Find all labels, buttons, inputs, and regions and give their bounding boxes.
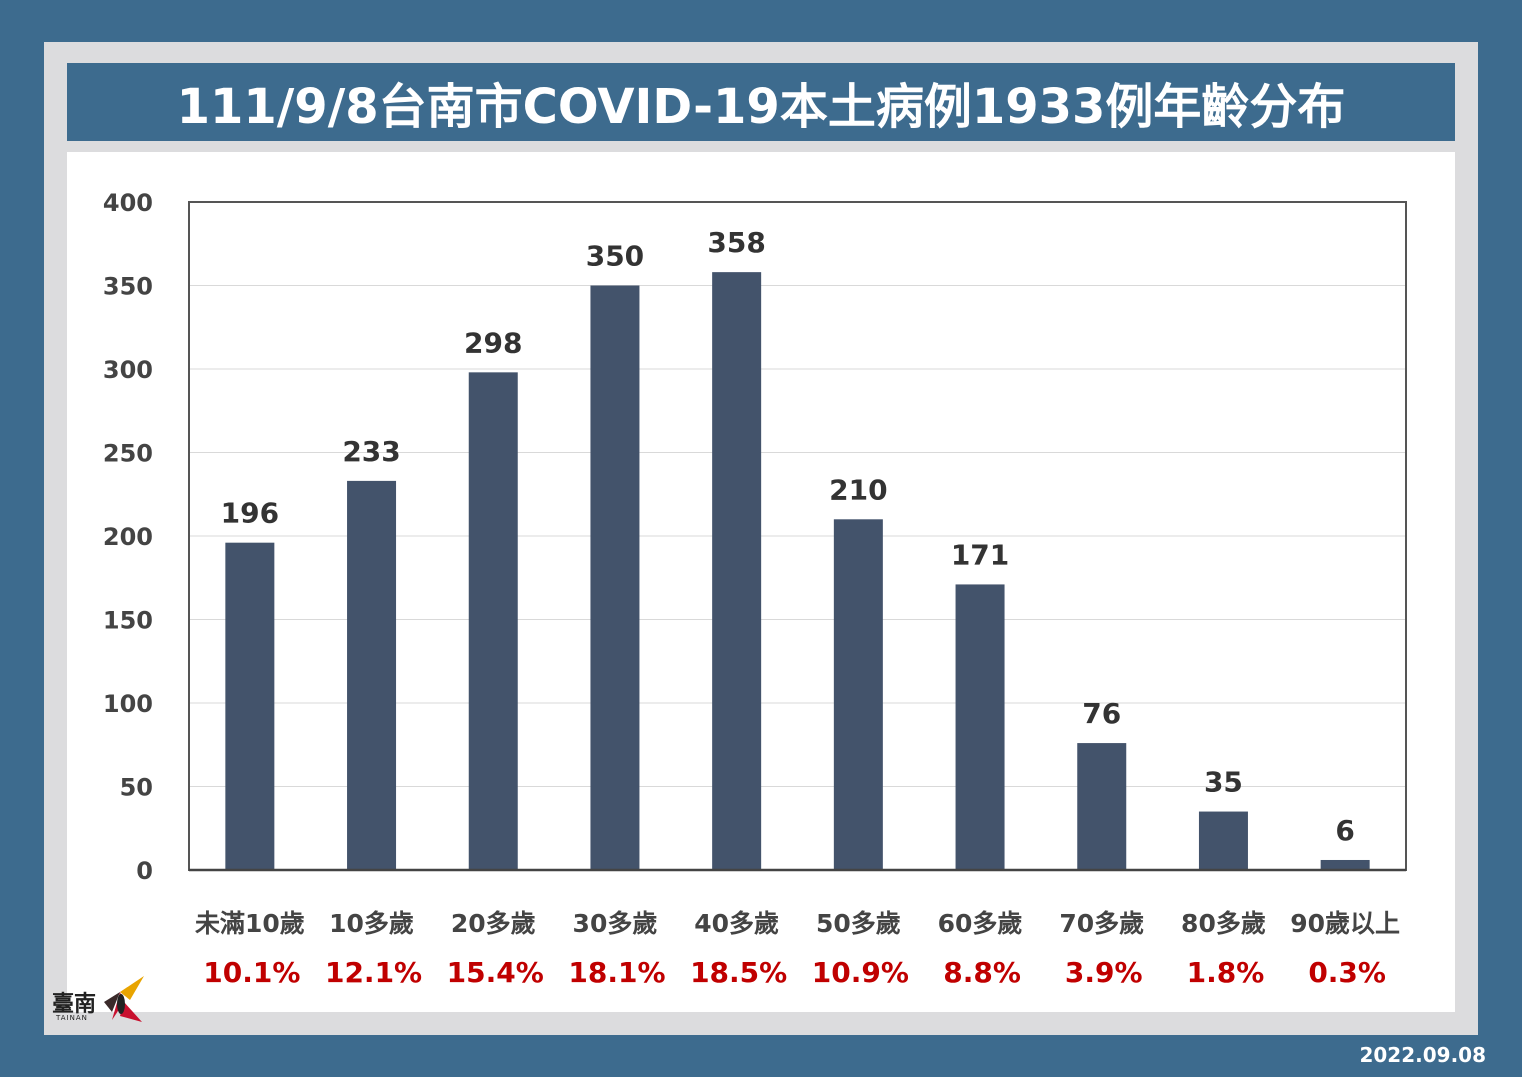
bar (1320, 859, 1370, 870)
bars (225, 272, 1370, 870)
percentage-label: 3.9% (1065, 956, 1143, 989)
bar-value-label: 358 (707, 226, 765, 259)
bar-value-label: 210 (829, 473, 887, 506)
labels: 0 50 100 150 200 250 300 350 400 196 未滿10歲 10.1% 233… (103, 189, 1400, 989)
percentage-label: 0.3% (1308, 956, 1386, 989)
chart-panel: 0 50 100 150 200 250 300 350 400 196 未滿10歲 10.1% 233… (67, 152, 1455, 1012)
percentage-label: 10.9% (812, 956, 909, 989)
bar (590, 285, 640, 870)
category-label: 30多歲 (573, 909, 658, 938)
bar (225, 542, 275, 870)
y-tick-label: 200 (103, 523, 153, 551)
bar (833, 519, 883, 870)
bar-value-label: 76 (1082, 697, 1121, 730)
bar-value-label: 298 (464, 326, 522, 359)
percentage-label: 8.8% (943, 956, 1021, 989)
bar-value-label: 35 (1204, 766, 1243, 799)
category-label: 80多歲 (1181, 909, 1266, 938)
axes (188, 201, 1407, 872)
percentage-label: 18.1% (568, 956, 665, 989)
bar (712, 272, 762, 870)
percentage-label: 15.4% (447, 956, 544, 989)
bar (1077, 743, 1127, 870)
bar (955, 584, 1005, 870)
bar (347, 480, 397, 870)
y-tick-label: 350 (103, 273, 153, 301)
y-tick-label: 100 (103, 690, 153, 718)
bar-value-label: 196 (221, 497, 279, 530)
y-tick-label: 250 (103, 440, 153, 468)
category-label: 10多歲 (329, 909, 414, 938)
y-tick-label: 150 (103, 607, 153, 635)
y-tick-label: 50 (120, 774, 153, 802)
bar-value-label: 350 (586, 240, 644, 273)
logo-text: 臺南 (52, 991, 97, 1017)
category-label: 40多歲 (694, 909, 779, 938)
title-bar: 111/9/8台南市COVID-19本土病例1933例年齡分布 (67, 63, 1455, 141)
category-label: 50多歲 (816, 909, 901, 938)
bar-value-label: 6 (1335, 814, 1354, 847)
bar (468, 372, 518, 870)
bar (1198, 811, 1248, 870)
y-tick-label: 400 (103, 189, 153, 217)
category-label: 70多歲 (1059, 909, 1144, 938)
butterfly-logo-icon (104, 976, 144, 1022)
tainan-logo: 臺南 TAINAN (52, 972, 144, 1028)
bar-chart: 0 50 100 150 200 250 300 350 400 196 未滿10歲 10.1% 233… (103, 189, 1407, 989)
category-label: 90歲以上 (1290, 909, 1400, 938)
bar-value-label: 233 (342, 435, 400, 468)
chart-title: 111/9/8台南市COVID-19本土病例1933例年齡分布 (176, 79, 1346, 135)
percentage-label: 10.1% (203, 956, 300, 989)
y-tick-label: 0 (136, 857, 153, 885)
date-stamp: 2022.09.08 (1359, 1043, 1486, 1067)
bar-value-label: 171 (951, 538, 1009, 571)
category-label: 20多歲 (451, 909, 536, 938)
y-tick-label: 300 (103, 356, 153, 384)
category-label: 60多歲 (938, 909, 1023, 938)
logo-subtext: TAINAN (56, 1014, 88, 1022)
category-label: 未滿10歲 (195, 909, 305, 938)
percentage-label: 18.5% (690, 956, 787, 989)
percentage-label: 12.1% (325, 956, 422, 989)
percentage-label: 1.8% (1187, 956, 1265, 989)
